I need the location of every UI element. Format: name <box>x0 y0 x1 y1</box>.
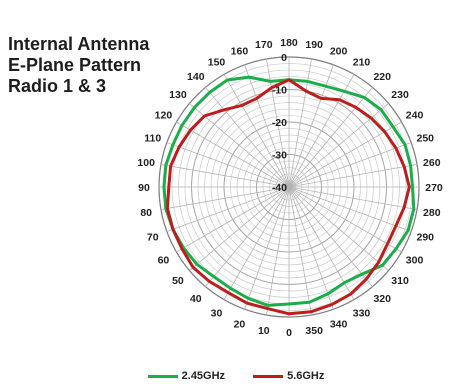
angle-tick-label: 290 <box>416 232 434 244</box>
grid-spoke <box>288 186 355 300</box>
angle-tick-label: 310 <box>391 275 409 287</box>
angle-tick-label: 200 <box>330 46 348 58</box>
grid-spoke <box>288 121 402 188</box>
radial-tick-label: -20 <box>272 117 287 129</box>
angle-tick-label: 180 <box>280 37 298 49</box>
grid-spoke <box>288 186 402 253</box>
angle-tick-label: 90 <box>138 182 150 194</box>
grid-spoke <box>266 186 290 316</box>
grid-spoke <box>288 164 418 188</box>
grid-spoke <box>176 186 290 253</box>
angle-tick-label: 340 <box>330 318 348 330</box>
angle-tick-label: 100 <box>137 157 155 169</box>
grid-spoke <box>166 142 290 188</box>
grid-spoke <box>189 103 290 188</box>
angle-tick-label: 160 <box>231 46 249 58</box>
legend-swatch-5-6ghz <box>253 374 284 378</box>
chart-title: Internal Antenna E-Plane Pattern Radio 1… <box>8 34 150 96</box>
legend-item-5-6ghz: 5.6GHz <box>253 370 324 382</box>
grid-spoke <box>176 121 290 188</box>
grid-spoke <box>244 186 290 310</box>
grid-spoke <box>166 186 290 232</box>
grid-spoke <box>288 186 389 271</box>
grid-spoke <box>288 87 373 188</box>
angle-tick-label: 10 <box>258 325 270 337</box>
angle-tick-label: 320 <box>373 293 391 305</box>
angle-tick-label: 110 <box>144 132 161 144</box>
angle-tick-label: 330 <box>353 308 371 320</box>
grid-spoke <box>223 186 290 300</box>
radial-tick-label: -30 <box>272 150 287 162</box>
angle-tick-label: 40 <box>190 293 202 305</box>
angle-tick-label: 80 <box>140 207 152 219</box>
angle-tick-label: 50 <box>172 275 184 287</box>
angle-tick-label: 120 <box>155 110 173 122</box>
legend-item-2-45ghz: 2.45GHz <box>147 370 226 382</box>
angle-tick-label: 250 <box>416 132 434 144</box>
legend-label-2-45ghz: 2.45GHz <box>181 370 226 382</box>
angle-tick-label: 20 <box>234 318 246 330</box>
grid-spoke <box>288 186 312 316</box>
angle-tick-label: 0 <box>286 327 292 339</box>
grid-spoke <box>205 186 290 287</box>
grid-spoke <box>288 186 412 232</box>
angle-tick-label: 170 <box>255 39 273 51</box>
angle-tick-label: 140 <box>187 71 205 83</box>
angle-tick-label: 260 <box>423 157 441 169</box>
angle-tick-label: 150 <box>208 56 226 68</box>
angle-tick-label: 280 <box>423 207 441 219</box>
angle-tick-label: 270 <box>425 182 443 194</box>
angle-tick-label: 230 <box>391 89 409 101</box>
series-line-5-6ghz <box>165 78 411 316</box>
grid-spoke <box>189 186 290 271</box>
legend-label-5-6ghz: 5.6GHz <box>287 370 325 382</box>
grid-spoke <box>244 64 290 188</box>
grid-spoke <box>160 164 290 188</box>
grid-spoke <box>288 186 373 287</box>
grid-spoke <box>288 186 334 310</box>
grid-spoke <box>288 142 412 188</box>
radial-tick-label: 0 <box>281 52 287 64</box>
angle-tick-label: 350 <box>305 325 323 337</box>
grid-spoke <box>160 186 290 210</box>
angle-tick-label: 210 <box>353 56 371 68</box>
angle-tick-label: 240 <box>406 110 424 122</box>
radial-tick-label: -40 <box>272 182 287 194</box>
grid-spoke <box>223 74 290 188</box>
angle-tick-label: 300 <box>406 255 424 267</box>
grid-spoke <box>288 74 355 188</box>
angle-tick-label: 130 <box>169 89 187 101</box>
angle-tick-label: 60 <box>158 255 170 267</box>
radial-tick-label: -10 <box>272 85 287 97</box>
grid-spoke <box>205 87 290 188</box>
angle-tick-label: 220 <box>373 71 391 83</box>
legend: 2.45GHz 5.6GHz <box>0 370 472 382</box>
legend-swatch-2-45ghz <box>147 374 178 378</box>
angle-tick-label: 190 <box>305 39 323 51</box>
angle-tick-label: 30 <box>211 308 223 320</box>
grid-spoke <box>288 186 418 210</box>
angle-tick-label: 70 <box>147 232 159 244</box>
